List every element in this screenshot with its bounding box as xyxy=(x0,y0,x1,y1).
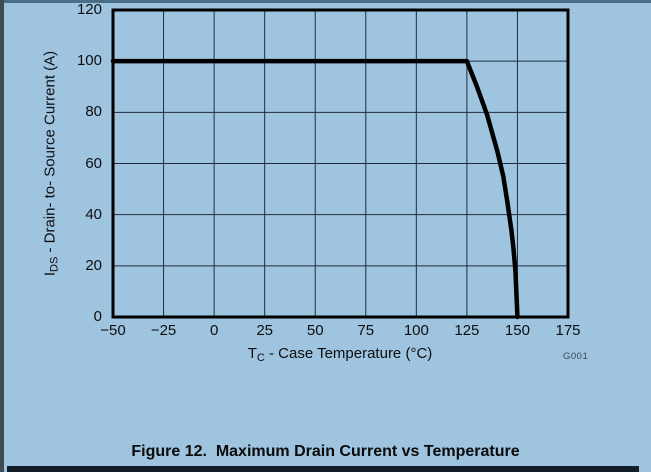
x-axis-label-text: - Case Temperature (°C) xyxy=(264,345,433,362)
graph-id-watermark: G001 xyxy=(563,351,589,362)
y-tick-label: 80 xyxy=(85,103,102,121)
y-tick-label: 0 xyxy=(93,308,102,325)
y-axis-label-subscript: DS xyxy=(48,256,61,272)
y-tick-label: 120 xyxy=(76,1,102,18)
y-axis-label-symbol: I xyxy=(41,272,59,277)
y-axis-label: IDS - Drain- to- Source Current (A) xyxy=(42,10,63,318)
x-tick-label: 50 xyxy=(306,322,324,339)
x-tick-label: 0 xyxy=(209,322,219,339)
drain-current-vs-temperature-chart: 0 20 40 60 80 100 120 −50 −25 0 25 50 75 100 125 150 17… xyxy=(42,1,589,365)
x-tick-label: −50 xyxy=(100,322,126,339)
y-tick-label: 60 xyxy=(85,154,102,172)
y-tick-label: 100 xyxy=(76,52,102,70)
x-tick-label: 175 xyxy=(555,322,581,339)
y-tick-label: 40 xyxy=(85,205,102,223)
x-axis-label-subscript: C xyxy=(256,352,265,364)
page-bottom-bar xyxy=(7,466,639,472)
y-tick-label: 20 xyxy=(85,256,102,274)
x-tick-label: 125 xyxy=(454,322,480,339)
x-tick-label: 100 xyxy=(403,322,429,339)
page-top-border xyxy=(0,0,651,3)
chart-canvas xyxy=(110,8,570,320)
plot-frame xyxy=(111,8,570,319)
x-tick-label: 25 xyxy=(256,322,273,339)
x-axis-label-symbol: T xyxy=(247,345,257,362)
x-tick-label: 75 xyxy=(357,322,375,339)
data-curve-ids-max xyxy=(110,58,520,320)
y-axis-label-text: - Drain- to- Source Current (A) xyxy=(41,50,59,257)
x-tick-label: 150 xyxy=(504,322,530,339)
figure-caption: Figure 12. Maximum Drain Current vs Temp… xyxy=(131,443,520,460)
page-left-border xyxy=(0,0,4,472)
x-tick-label: −25 xyxy=(150,322,177,339)
x-axis-label: TC - Case Temperature (°C) xyxy=(190,345,490,365)
